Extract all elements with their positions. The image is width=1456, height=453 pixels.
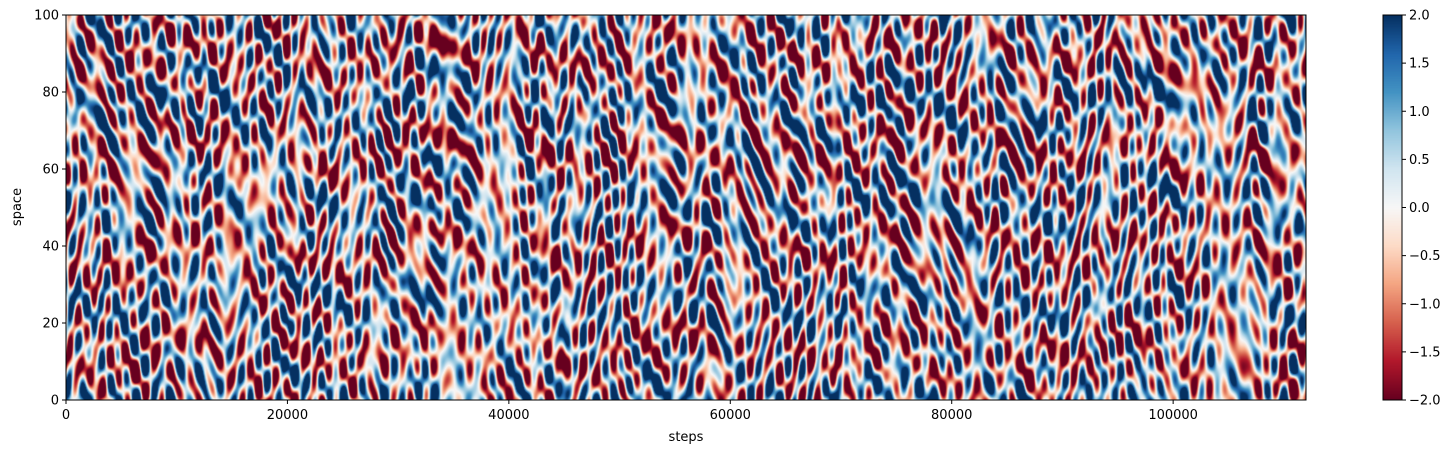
y-tick-label: 60 bbox=[42, 163, 59, 178]
colorbar-tick-label: −1.0 bbox=[1409, 297, 1441, 312]
colorbar-tick-label: 1.0 bbox=[1409, 105, 1430, 120]
x-tick-label: 60000 bbox=[710, 408, 751, 423]
x-axis-ticks: 0 20000 40000 60000 80000 100000 bbox=[62, 400, 1198, 423]
x-tick-label: 20000 bbox=[267, 408, 308, 423]
colorbar-tick-label: 1.5 bbox=[1409, 57, 1430, 72]
colorbar-tick-label: 0.0 bbox=[1409, 201, 1430, 216]
y-axis-ticks: 0 20 40 60 80 100 bbox=[34, 9, 66, 409]
y-tick-label: 40 bbox=[42, 240, 59, 255]
x-axis-label: steps bbox=[669, 430, 704, 445]
y-tick-label: 100 bbox=[34, 9, 59, 24]
colorbar-tick-label: 0.5 bbox=[1409, 153, 1430, 168]
colorbar-frame bbox=[1383, 15, 1402, 400]
y-tick-label: 80 bbox=[42, 86, 59, 101]
x-tick-label: 100000 bbox=[1148, 408, 1198, 423]
y-tick-label: 0 bbox=[51, 394, 59, 409]
plot-frame bbox=[66, 15, 1306, 400]
colorbar-tick-label: 2.0 bbox=[1409, 9, 1430, 24]
colorbar-tick-label: −0.5 bbox=[1409, 249, 1441, 264]
x-tick-label: 40000 bbox=[488, 408, 529, 423]
x-tick-label: 80000 bbox=[931, 408, 972, 423]
y-tick-label: 20 bbox=[42, 317, 59, 332]
x-tick-label: 0 bbox=[62, 408, 70, 423]
colorbar-ticks: −2.0 −1.5 −1.0 −0.5 0.0 0.5 1.0 1.5 2.0 bbox=[1402, 9, 1441, 409]
y-axis-label: space bbox=[10, 188, 25, 226]
colorbar-tick-label: −1.5 bbox=[1409, 345, 1441, 360]
colorbar-tick-label: −2.0 bbox=[1409, 394, 1441, 409]
